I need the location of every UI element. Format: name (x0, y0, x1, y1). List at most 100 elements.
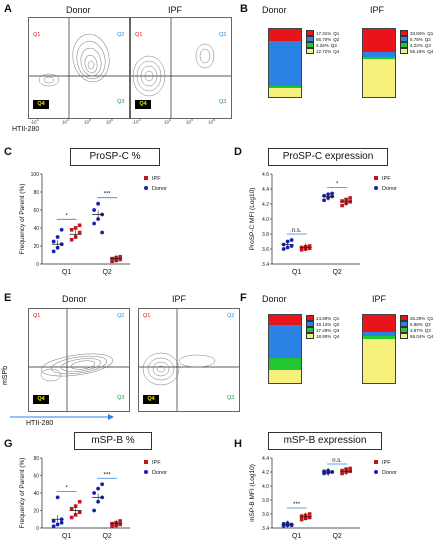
donor-point (289, 523, 294, 528)
flow-a-tick-4: 104 (62, 118, 69, 125)
chart-c-title: ProSP-C % (70, 148, 160, 166)
ipf-point (307, 246, 312, 251)
x-tick-label: Q2 (102, 533, 111, 540)
legend-donor-marker (144, 470, 148, 474)
stack-b-donor-q3-seg (269, 86, 301, 89)
legend-ipf-marker (374, 176, 378, 180)
legend-ipf-marker (374, 460, 378, 464)
donor-point (55, 495, 60, 500)
ipf-point (73, 226, 78, 230)
ipf-point (348, 466, 352, 471)
stack-f-ipf-q2-seg (363, 332, 395, 337)
stack-f-ipf-q3-seg (363, 336, 395, 339)
flow-e-donor-q4: Q4 (33, 395, 49, 404)
y-tick-label: 100 (31, 172, 40, 178)
donor-point (51, 519, 56, 523)
ipf-point (69, 506, 74, 511)
legend-donor-label: Donor (152, 186, 167, 192)
significance-label: *** (104, 192, 112, 198)
y-tick-label: 3.8 (262, 498, 269, 504)
stack-b-donor-legend-q2: 66.70% Q2 (306, 36, 339, 42)
flow-e-x-arrow (10, 414, 114, 420)
flow-e-ipf-plot: Q1 Q2 Q3 Q4 (138, 308, 240, 412)
donor-point (92, 208, 97, 212)
stack-b-donor-legend-q4: 12.72% Q4 (306, 48, 339, 54)
flow-e-ipf-title: IPF (172, 294, 187, 304)
legend-ipf-label: IPF (152, 176, 161, 182)
stack-f-ipf-q1-seg (363, 315, 395, 333)
stack-f-donor-legend-q4: 18.90% Q4 (306, 333, 339, 339)
flow-a-x-axis-label: HTII-280 (12, 126, 40, 133)
panel-letter-a: A (4, 3, 12, 15)
chart-d-svg: 3.4 3.6 3.8 4.0 4.2 4.4 4.6 ProSP-C MFI (Log10)… (249, 172, 397, 276)
donor-point (289, 238, 294, 242)
donor-point (51, 239, 56, 244)
y-axis-label: mSP-B MFI (Log10) (249, 464, 256, 522)
y-tick-label: 80 (33, 456, 39, 462)
x-tick-label: Q1 (62, 269, 71, 276)
stack-b-donor-bar (268, 28, 302, 98)
flow-e-ipf-q1: Q1 (143, 313, 151, 319)
donor-point (96, 486, 101, 491)
flow-a-donor-contours (29, 18, 129, 118)
stack-b-ipf-title: IPF (370, 5, 385, 15)
ipf-point (340, 203, 344, 208)
y-tick-label: 4.0 (262, 217, 269, 223)
flow-a-ipf-title: IPF (168, 5, 183, 15)
stack-f-ipf-legend-q3: 3.87% Q3 (400, 327, 431, 333)
y-tick-label: 20 (33, 508, 39, 514)
flow-a-tick-5: 105 (84, 118, 91, 125)
x-tick-label: Q1 (292, 269, 301, 276)
stack-b-donor-legend-q3: 3.26% Q3 (306, 42, 337, 48)
panel-letter-g: G (4, 438, 13, 450)
y-tick-label: 4.0 (262, 484, 269, 490)
x-tick-label: Q1 (62, 533, 71, 540)
stack-f-donor-q4-seg (269, 370, 301, 383)
legend-ipf-marker (144, 176, 148, 180)
flow-e-donor-contours (29, 309, 129, 411)
ipf-point (118, 522, 122, 527)
ipf-point (73, 504, 78, 508)
donor-point (322, 193, 327, 198)
donor-point (51, 524, 56, 529)
stack-b-ipf-q4-seg (363, 59, 395, 97)
ipf-point (77, 230, 82, 235)
stack-f-donor-q3-seg (269, 358, 301, 371)
ipf-point (77, 499, 82, 504)
donor-point (55, 235, 60, 239)
significance-label: n.s. (332, 458, 342, 464)
donor-point (51, 249, 56, 254)
stack-b-ipf-legend-q3: 4.22% Q3 (400, 42, 431, 48)
ipf-point (73, 513, 78, 517)
ipf-point (340, 468, 344, 473)
flow-e-ipf-q2: Q2 (227, 313, 235, 319)
ipf-point (348, 196, 352, 200)
panel-letter-h: H (234, 438, 242, 450)
x-tick-label: Q2 (332, 269, 341, 276)
flow-a-donor-plot: Q1 Q2 Q3 Q4 (28, 17, 130, 119)
chart-h-svg: 3.4 3.6 3.8 4.0 4.2 4.4 mSP-B MFI (Log10) Q1 Q2 *… (249, 456, 397, 540)
donor-point (96, 201, 101, 206)
flow-a-ipf-contours (131, 18, 231, 118)
chart-d-title: ProSP-C expression (268, 148, 388, 166)
stack-f-donor-q1-seg (269, 315, 301, 325)
y-tick-label: 3.8 (262, 232, 269, 238)
donor-point (92, 221, 97, 226)
ipf-point (118, 519, 122, 523)
stack-b-ipf-legend-q2: 6.75% Q2 (400, 36, 431, 42)
stack-b-ipf-q1-seg (363, 29, 395, 52)
legend-donor-label: Donor (382, 186, 397, 192)
donor-point (59, 520, 64, 525)
flow-a-ipf-tick-5: 105 (186, 118, 193, 125)
stack-b-donor-legend-q1: 17.31% Q1 (306, 30, 339, 36)
flow-e-donor-q1: Q1 (33, 313, 41, 319)
y-tick-label: 3.4 (262, 526, 269, 532)
y-axis-label: Frequency of Parent (%) (19, 458, 26, 529)
flow-e-ipf-q4: Q4 (143, 395, 159, 404)
x-tick-label: Q2 (102, 269, 111, 276)
ipf-point (299, 514, 304, 518)
stack-b-ipf-legend-q1: 33.84% Q1 (400, 30, 433, 36)
stack-b-ipf-q3-seg (363, 56, 395, 60)
legend-ipf-label: IPF (152, 460, 161, 466)
